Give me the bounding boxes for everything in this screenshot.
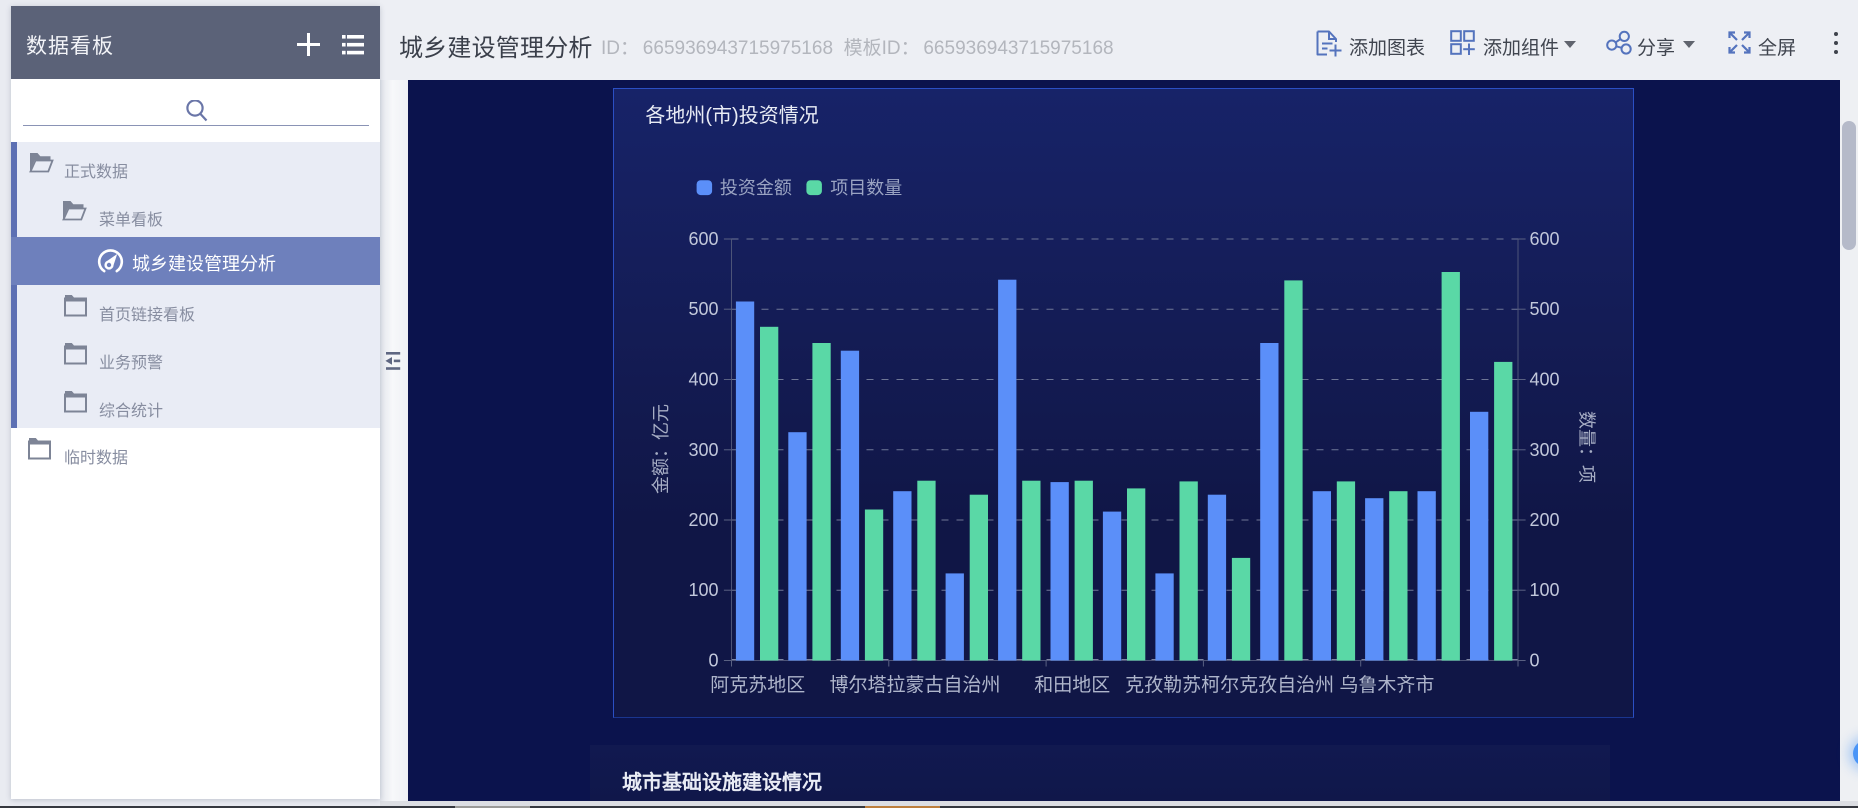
svg-text:0: 0 (1530, 651, 1540, 671)
svg-text:0: 0 (708, 651, 718, 671)
svg-text:博尔塔拉蒙古自治州: 博尔塔拉蒙古自治州 (829, 674, 1000, 696)
svg-text:100: 100 (1530, 580, 1560, 600)
svg-text:200: 200 (688, 510, 718, 530)
svg-text:100: 100 (688, 580, 718, 600)
svg-text:200: 200 (1530, 510, 1560, 530)
svg-text:400: 400 (1530, 370, 1560, 390)
svg-text:投资金额: 投资金额 (720, 178, 792, 198)
svg-text:400: 400 (688, 370, 718, 390)
svg-text:和田地区: 和田地区 (1034, 674, 1110, 696)
svg-text:500: 500 (688, 299, 718, 319)
svg-text:300: 300 (688, 440, 718, 460)
svg-text:各地州(市)投资情况: 各地州(市)投资情况 (645, 104, 818, 127)
svg-text:克孜勒苏柯尔克孜自治州: 克孜勒苏柯尔克孜自治州 (1125, 674, 1334, 696)
svg-text:金额：亿元: 金额：亿元 (651, 404, 671, 494)
svg-text:项目数量: 项目数量 (830, 178, 902, 198)
svg-text:数量：项: 数量：项 (1577, 411, 1597, 483)
svg-text:600: 600 (1530, 229, 1560, 249)
svg-text:500: 500 (1530, 299, 1560, 319)
svg-text:300: 300 (1530, 440, 1560, 460)
svg-text:600: 600 (688, 229, 718, 249)
svg-text:乌鲁木齐市: 乌鲁木齐市 (1339, 674, 1434, 696)
svg-text:阿克苏地区: 阿克苏地区 (710, 674, 805, 696)
